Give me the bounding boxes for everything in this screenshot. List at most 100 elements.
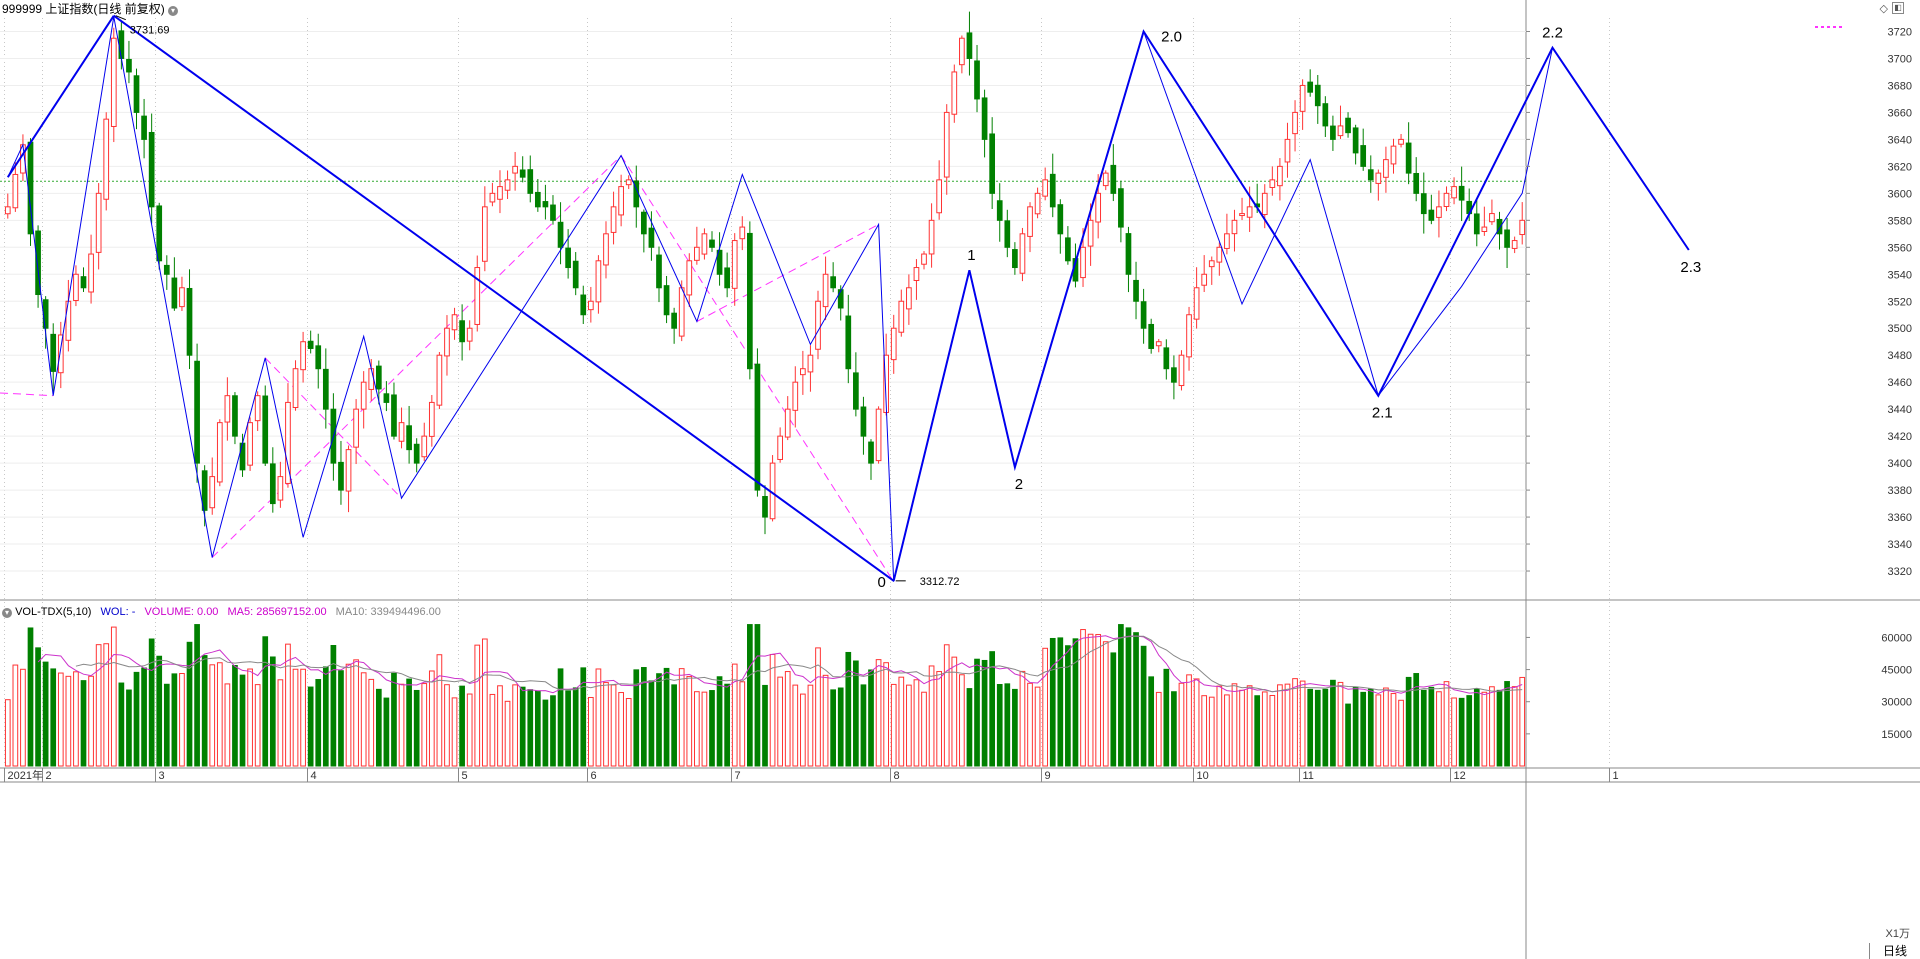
volume-bar[interactable] [1269, 694, 1276, 767]
volume-bar[interactable] [307, 686, 314, 767]
volume-bar[interactable] [959, 674, 965, 767]
volume-bar[interactable] [1413, 673, 1420, 767]
candle-body[interactable] [186, 287, 193, 356]
candle-body[interactable] [1102, 172, 1109, 187]
volume-bar[interactable] [1314, 689, 1321, 767]
volume-bar[interactable] [860, 684, 867, 767]
candle-body[interactable] [504, 179, 511, 191]
candle-body[interactable] [1049, 173, 1056, 208]
volume-bar[interactable] [587, 696, 594, 767]
volume-bar[interactable] [1322, 688, 1329, 767]
candle-body[interactable] [1458, 185, 1465, 201]
volume-bar[interactable] [618, 692, 624, 767]
candle-body[interactable] [1481, 226, 1488, 232]
candle-body[interactable] [345, 449, 352, 492]
candle-body[interactable] [898, 300, 905, 333]
volume-bar[interactable] [580, 667, 587, 767]
volume-bar[interactable] [300, 668, 306, 767]
candle-body[interactable] [126, 58, 132, 73]
volume-bar[interactable] [141, 667, 147, 767]
candle-body[interactable] [519, 169, 526, 178]
candle-body[interactable] [1239, 213, 1245, 217]
volume-bar[interactable] [216, 662, 223, 767]
volume-bar[interactable] [928, 665, 935, 767]
volume-bar[interactable] [633, 669, 640, 767]
candle-body[interactable] [1178, 354, 1185, 387]
volume-bar[interactable] [406, 678, 412, 767]
candle-body[interactable] [527, 169, 534, 194]
volume-bar[interactable] [1360, 691, 1367, 767]
volume-bar[interactable] [1511, 686, 1518, 767]
candlestick-series[interactable] [4, 11, 1526, 535]
candle-body[interactable] [103, 118, 110, 200]
candle-body[interactable] [822, 273, 829, 308]
candle-body[interactable] [709, 239, 715, 248]
candle-body[interactable] [4, 206, 11, 215]
candle-body[interactable] [1375, 172, 1382, 184]
candle-body[interactable] [603, 233, 609, 266]
volume-bar[interactable] [1489, 686, 1495, 767]
volume-bar[interactable] [285, 643, 291, 767]
volume-bar[interactable] [1443, 681, 1450, 767]
volume-bar[interactable] [1065, 645, 1071, 767]
volume-bar[interactable] [830, 689, 836, 767]
volume-bar[interactable] [269, 656, 276, 767]
candle-body[interactable] [391, 394, 397, 437]
candle-body[interactable] [648, 227, 655, 248]
volume-bar[interactable] [603, 682, 609, 767]
candle-body[interactable] [300, 341, 306, 371]
volume-bar[interactable] [1118, 624, 1124, 767]
volume-bar[interactable] [247, 668, 253, 767]
volume-bar[interactable] [868, 669, 874, 767]
candle-body[interactable] [436, 354, 443, 406]
volume-bar[interactable] [1519, 676, 1526, 767]
candle-body[interactable] [747, 232, 753, 370]
candle-body[interactable] [474, 267, 481, 325]
volume-bar[interactable] [671, 684, 677, 767]
volume-bar[interactable] [421, 683, 428, 767]
candle-body[interactable] [1413, 173, 1420, 194]
candle-body[interactable] [830, 276, 836, 289]
candle-body[interactable] [50, 333, 57, 372]
volume-bar[interactable] [1171, 691, 1177, 767]
candle-body[interactable] [1345, 117, 1351, 134]
candle-body[interactable] [724, 267, 730, 289]
candle-body[interactable] [239, 442, 246, 471]
candle-body[interactable] [338, 461, 344, 491]
candle-body[interactable] [1125, 233, 1132, 275]
volume-bar[interactable] [1178, 682, 1185, 767]
candle-body[interactable] [1504, 229, 1510, 248]
volume-bar[interactable] [777, 676, 783, 767]
candle-body[interactable] [285, 401, 291, 484]
candle-body[interactable] [921, 253, 927, 265]
volume-bar[interactable] [1383, 687, 1389, 767]
candle-body[interactable] [913, 267, 920, 281]
candle-body[interactable] [1299, 84, 1306, 112]
volume-bar[interactable] [277, 679, 284, 767]
candle-body[interactable] [444, 327, 450, 357]
candle-body[interactable] [1337, 125, 1344, 137]
volume-bar[interactable] [1451, 697, 1457, 767]
volume-bar[interactable] [701, 691, 708, 767]
candle-body[interactable] [1367, 169, 1374, 181]
candle-body[interactable] [1352, 127, 1359, 154]
volume-bar[interactable] [724, 683, 730, 767]
candle-body[interactable] [1428, 209, 1435, 221]
volume-bar[interactable] [1216, 685, 1223, 767]
candle-body[interactable] [777, 435, 783, 460]
volume-bar[interactable] [1375, 694, 1382, 767]
candle-body[interactable] [57, 334, 64, 374]
candle-body[interactable] [1284, 138, 1291, 163]
candle-body[interactable] [1443, 192, 1450, 207]
volume-bar[interactable] [1277, 684, 1283, 767]
volume-bar[interactable] [557, 668, 564, 767]
volume-bar[interactable] [1292, 678, 1298, 767]
volume-bar[interactable] [1231, 683, 1238, 767]
volume-bar[interactable] [1027, 682, 1033, 767]
volume-bar[interactable] [20, 668, 26, 767]
volume-bar[interactable] [1239, 689, 1245, 767]
volume-bar[interactable] [345, 663, 352, 767]
candle-body[interactable] [141, 115, 147, 140]
volume-bar[interactable] [875, 659, 882, 767]
volume-bar[interactable] [542, 699, 549, 767]
